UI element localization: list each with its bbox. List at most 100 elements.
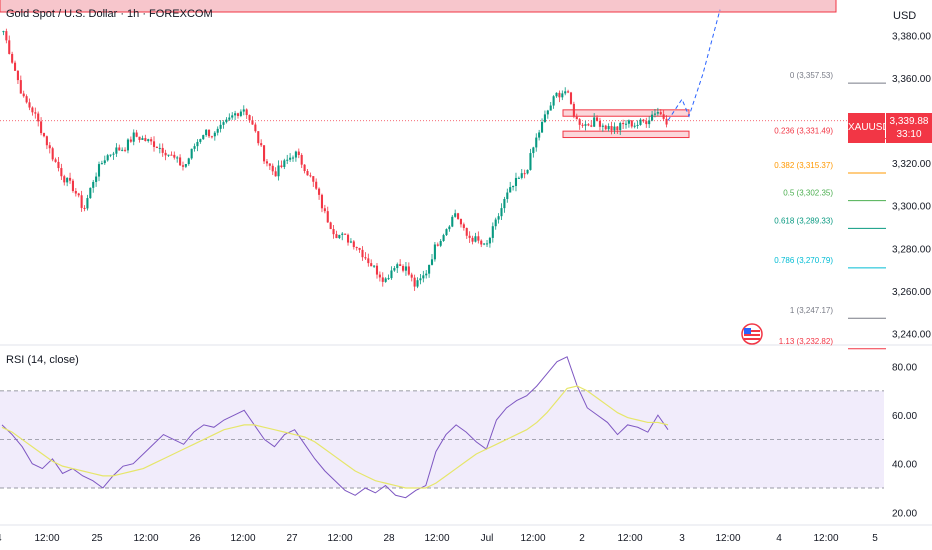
time-tick-label: 12:00: [424, 533, 449, 544]
candle-body: [639, 119, 642, 125]
candle-body: [260, 143, 263, 146]
candle-body: [161, 147, 164, 153]
candle-body: [95, 176, 98, 182]
candle-body: [103, 160, 106, 164]
candle-body: [181, 165, 185, 167]
candle-body: [630, 120, 633, 127]
candle-body: [567, 91, 570, 93]
candle-body: [500, 208, 503, 217]
candle-body: [367, 258, 370, 264]
candle-body: [387, 278, 390, 280]
candle-body: [598, 120, 601, 127]
time-axis[interactable]: 2412:002512:002612:002712:002812:00Jul12…: [0, 533, 878, 544]
candle-body: [561, 93, 564, 98]
candle-body: [234, 113, 237, 116]
fibonacci-levels: 0 (3,357.53) 0.236 (3,331.49) 0.382 (3,315…: [0, 71, 886, 350]
last-price: 3,339.88: [889, 116, 929, 127]
candle-body: [622, 123, 625, 125]
us-flag-icon[interactable]: [741, 323, 763, 345]
candle-body: [604, 125, 607, 130]
candle-body: [497, 216, 500, 220]
candle-body: [425, 273, 428, 276]
time-tick-label: 12:00: [520, 533, 545, 544]
candle-body: [13, 62, 17, 71]
candle-body: [115, 147, 118, 154]
time-tick-label: 12:00: [133, 533, 158, 544]
candle-body: [590, 125, 593, 127]
candle-body: [523, 173, 526, 175]
candle-body: [248, 115, 251, 121]
candle-body: [642, 119, 645, 122]
candle-body: [633, 125, 636, 127]
candle-body: [404, 266, 407, 271]
time-tick-label: 12:00: [230, 533, 255, 544]
candle-body: [51, 148, 54, 160]
candle-body: [451, 216, 454, 227]
candle-body: [239, 111, 242, 116]
candle-body: [202, 135, 205, 140]
candle-body: [355, 247, 358, 249]
fib-level-label: 0.236 (3,331.49): [774, 127, 833, 136]
candle-body: [581, 124, 584, 126]
candle-body: [517, 177, 520, 179]
candle-body: [648, 120, 651, 125]
candle-body: [358, 247, 361, 250]
candle-body: [543, 114, 546, 123]
candle-body: [265, 161, 268, 164]
candle-body: [8, 40, 11, 54]
candle-body: [662, 114, 665, 119]
candle-body: [575, 116, 578, 120]
candle-body: [364, 257, 367, 259]
rsi-title: RSI (14, close): [6, 354, 79, 366]
candle-body: [83, 207, 86, 209]
candle-body: [196, 141, 199, 147]
candle-body: [532, 147, 535, 154]
candle-body: [193, 146, 196, 149]
candle-body: [112, 153, 115, 155]
candle-body: [393, 268, 396, 271]
candle-body: [297, 151, 300, 155]
candle-body: [268, 163, 271, 166]
candle-body: [147, 139, 150, 142]
candle-body: [213, 132, 216, 137]
time-tick-label: 26: [189, 533, 201, 544]
candle-body: [477, 236, 480, 241]
candle-body: [274, 171, 277, 177]
candle-body: [173, 154, 176, 158]
price-tick-label: 3,360.00: [892, 74, 931, 85]
zone-support: [562, 130, 690, 139]
fib-level-label: 1.13 (3,232.82): [779, 337, 834, 346]
currency-label: USD: [893, 10, 917, 22]
candle-body: [19, 80, 22, 94]
candle-body: [390, 270, 393, 279]
candle-body: [150, 139, 153, 142]
candle-body: [231, 115, 234, 118]
candle-body: [454, 213, 457, 217]
bar-countdown: 33:10: [896, 129, 922, 140]
price-tag: 3,339.88 33:10: [886, 113, 932, 143]
candle-body: [179, 157, 182, 166]
candle-body: [184, 164, 187, 167]
candle-body: [323, 208, 326, 212]
candle-body: [141, 138, 144, 140]
candle-body: [552, 96, 555, 106]
candle-body: [60, 168, 63, 177]
candle-body: [283, 160, 286, 167]
rsi-tick-label: 40.00: [892, 460, 917, 471]
candle-body: [37, 113, 40, 122]
candle-body: [69, 177, 72, 181]
candle-body: [16, 70, 19, 81]
candle-body: [176, 157, 179, 159]
candle-body: [22, 93, 25, 97]
rsi-pane: [0, 356, 884, 499]
candle-body: [506, 192, 509, 200]
candle-body: [384, 278, 387, 282]
candle-body: [645, 121, 648, 125]
candle-body: [318, 188, 321, 195]
candle-body: [132, 132, 135, 142]
candle-body: [584, 124, 587, 126]
candle-body: [100, 163, 103, 165]
candle-body: [439, 240, 442, 246]
candle-body: [34, 112, 37, 114]
